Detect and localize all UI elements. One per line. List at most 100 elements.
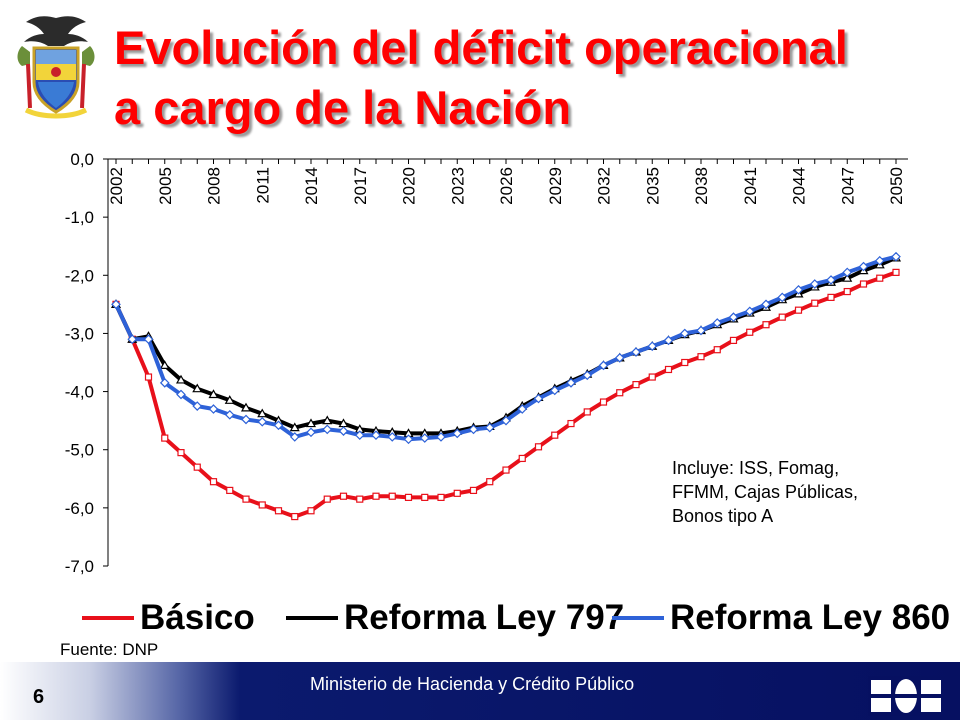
data-point bbox=[209, 478, 218, 486]
page-number: 6 bbox=[33, 686, 45, 708]
y-tick-label: -1,0 bbox=[65, 208, 94, 227]
y-tick-label: 0,0 bbox=[70, 150, 94, 169]
data-point bbox=[599, 398, 608, 406]
title-line-1: Evolución del déficit operacional bbox=[114, 21, 848, 74]
data-point bbox=[242, 495, 250, 503]
data-point bbox=[696, 325, 706, 336]
data-point bbox=[224, 395, 235, 404]
data-point bbox=[746, 328, 754, 336]
data-point bbox=[453, 489, 461, 497]
data-point bbox=[323, 495, 331, 503]
legend-line-basico bbox=[82, 616, 134, 620]
data-point bbox=[338, 426, 349, 436]
y-tick-label: -7,0 bbox=[65, 557, 94, 576]
data-point bbox=[258, 501, 266, 509]
x-tick-label: 2041 bbox=[741, 167, 760, 205]
x-tick-label: 2029 bbox=[546, 167, 565, 205]
data-point bbox=[582, 370, 593, 381]
data-point bbox=[778, 313, 786, 321]
title-line-2: a cargo de la Nación bbox=[114, 81, 572, 134]
data-point bbox=[111, 299, 121, 310]
data-point bbox=[681, 358, 689, 367]
y-tick-label: -6,0 bbox=[65, 499, 94, 518]
x-tick-label: 2038 bbox=[692, 167, 711, 205]
data-point bbox=[161, 434, 169, 442]
x-tick-label: 2050 bbox=[887, 167, 906, 205]
note-line-2: FFMM, Cajas Públicas, bbox=[672, 482, 859, 502]
series-0 bbox=[112, 268, 900, 521]
data-point bbox=[793, 284, 804, 295]
x-tick-label: 2005 bbox=[156, 167, 175, 205]
data-point bbox=[598, 360, 609, 371]
x-tick-label: 2011 bbox=[253, 167, 272, 204]
data-point bbox=[551, 431, 559, 439]
data-point bbox=[224, 409, 235, 420]
chart-axes: 0,0 -1,0 -2,0 -3,0 -4,0 -5,0 -6,0 -7,0 2002 2005 2… bbox=[65, 150, 908, 576]
data-point bbox=[452, 428, 463, 439]
data-point bbox=[712, 318, 723, 328]
data-point bbox=[322, 424, 333, 435]
data-point bbox=[728, 312, 739, 322]
data-point bbox=[419, 433, 430, 443]
data-point bbox=[859, 280, 868, 288]
data-point bbox=[354, 430, 365, 441]
series-line bbox=[114, 254, 897, 442]
data-point bbox=[192, 383, 203, 393]
data-point bbox=[842, 272, 853, 282]
data-point bbox=[679, 328, 690, 339]
chart-legend: Básico Reforma Ley 797 Reforma Ley 860 bbox=[82, 596, 950, 640]
legend-label-basico: Básico bbox=[140, 598, 255, 637]
data-point bbox=[339, 492, 348, 500]
data-point bbox=[175, 374, 187, 384]
x-tick-label: 2023 bbox=[448, 167, 467, 205]
data-point bbox=[371, 430, 381, 441]
data-point bbox=[811, 299, 819, 307]
data-point bbox=[729, 336, 738, 345]
data-point bbox=[436, 432, 446, 442]
data-point bbox=[322, 415, 333, 425]
data-point bbox=[307, 507, 315, 515]
data-point bbox=[372, 492, 380, 500]
x-tick-label: 2047 bbox=[838, 167, 857, 205]
data-point bbox=[208, 404, 219, 414]
data-point bbox=[663, 335, 674, 346]
data-point bbox=[566, 378, 576, 388]
x-tick-label: 2032 bbox=[595, 167, 614, 205]
legend-item-ley-860: Reforma Ley 860 bbox=[612, 596, 950, 640]
data-point bbox=[387, 432, 398, 442]
data-point bbox=[192, 401, 203, 411]
ministry-logo bbox=[868, 676, 944, 716]
data-point bbox=[421, 493, 429, 501]
data-point bbox=[226, 486, 234, 495]
data-point bbox=[762, 321, 770, 329]
x-tick-label: 2044 bbox=[790, 167, 809, 205]
data-point bbox=[177, 449, 185, 457]
data-point bbox=[468, 424, 479, 435]
data-point bbox=[127, 334, 138, 345]
data-point bbox=[777, 292, 788, 303]
data-point bbox=[843, 287, 851, 296]
data-point bbox=[306, 427, 316, 438]
legend-line-ley-797 bbox=[286, 616, 338, 620]
data-point bbox=[876, 274, 884, 282]
data-point bbox=[518, 454, 526, 463]
legend-line-ley-860 bbox=[612, 616, 664, 620]
note-line-1: Incluye: ISS, Fomag, bbox=[672, 458, 840, 478]
data-point bbox=[388, 492, 396, 500]
data-point bbox=[193, 463, 201, 471]
data-point bbox=[484, 422, 495, 433]
footer-bar bbox=[0, 662, 960, 720]
data-point bbox=[159, 378, 170, 388]
data-point bbox=[502, 466, 510, 474]
data-point bbox=[664, 365, 673, 374]
data-point bbox=[240, 402, 252, 412]
series-2 bbox=[111, 251, 901, 445]
data-point bbox=[305, 418, 317, 428]
data-point bbox=[208, 389, 219, 399]
x-tick-label: 2026 bbox=[497, 167, 516, 205]
data-point bbox=[744, 306, 755, 317]
data-point bbox=[273, 420, 284, 431]
x-tick-label: 2002 bbox=[107, 167, 126, 205]
data-point bbox=[143, 334, 154, 345]
data-point bbox=[291, 512, 299, 521]
